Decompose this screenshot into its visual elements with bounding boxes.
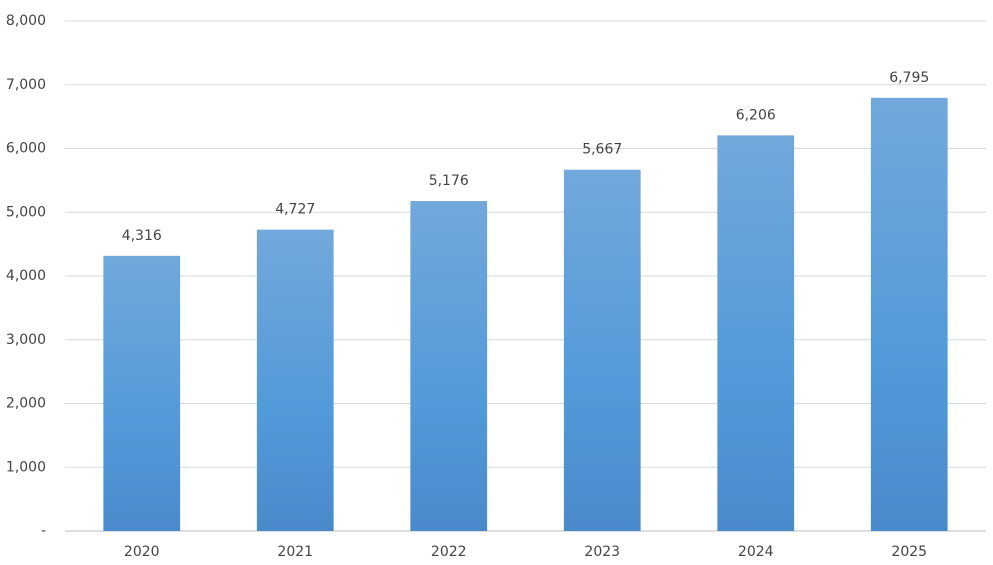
y-tick-label: 3,000 <box>6 332 46 348</box>
x-tick-label: 2020 <box>124 544 160 560</box>
y-tick-label: 7,000 <box>6 77 46 93</box>
bar <box>103 255 181 532</box>
value-label: 5,667 <box>582 142 622 158</box>
y-tick-label: 4,000 <box>6 268 46 284</box>
y-tick-label: 2,000 <box>6 396 46 412</box>
value-label: 6,795 <box>889 70 929 86</box>
x-tick-label: 2021 <box>277 544 313 560</box>
y-tick-label: 1,000 <box>6 459 46 475</box>
value-label: 4,727 <box>275 202 315 218</box>
bar <box>717 135 795 531</box>
value-label: 5,176 <box>429 173 469 189</box>
y-tick-label: 5,000 <box>6 204 46 220</box>
x-tick-label: 2022 <box>431 544 467 560</box>
y-tick-label: 6,000 <box>6 141 46 157</box>
x-tick-label: 2025 <box>891 544 927 560</box>
y-tick-label: - <box>41 523 46 539</box>
value-label: 4,316 <box>122 228 162 244</box>
x-tick-label: 2024 <box>738 544 774 560</box>
value-label: 6,206 <box>736 107 776 123</box>
y-tick-label: 8,000 <box>6 13 46 29</box>
bar <box>410 201 488 531</box>
bar <box>870 97 948 531</box>
bar <box>563 169 641 531</box>
x-tick-label: 2023 <box>584 544 620 560</box>
bar <box>256 229 334 531</box>
